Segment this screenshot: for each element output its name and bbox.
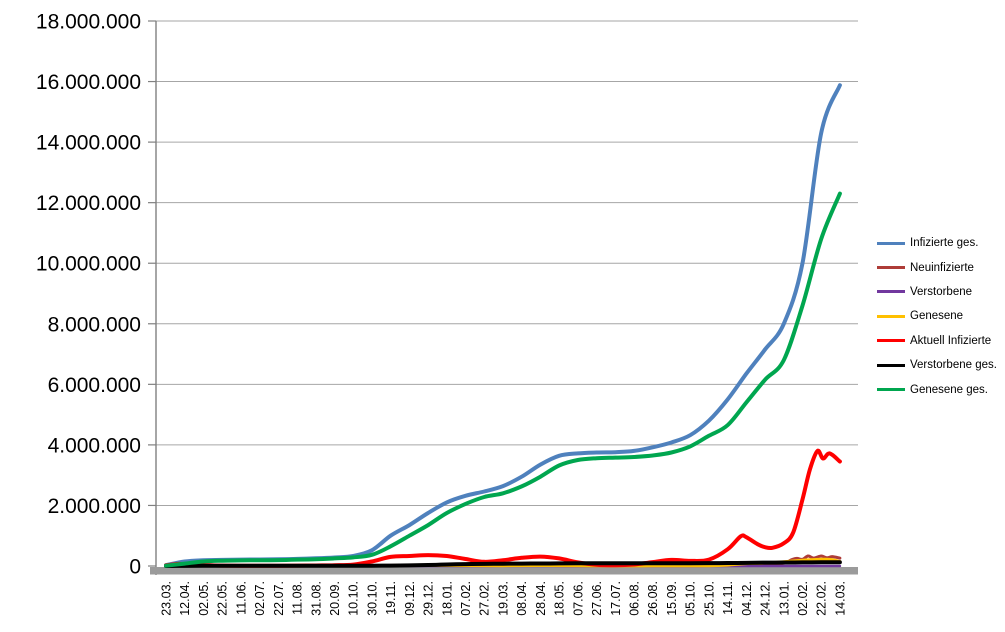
- y-axis-label: 14.000.000: [36, 132, 141, 155]
- x-axis-label: 04.12.: [740, 581, 754, 616]
- y-axis-label: 2.000.000: [48, 495, 141, 518]
- legend-item-genesene[interactable]: Genesene: [877, 304, 997, 328]
- x-axis-label: 23.03.: [160, 581, 174, 616]
- legend-swatch-genesene-ges: [877, 388, 905, 392]
- x-axis-label: 30.10.: [365, 581, 379, 616]
- legend-item-neuinfizierte[interactable]: Neuinfizierte: [877, 255, 997, 279]
- legend-item-verstorbene[interactable]: Verstorbene: [877, 280, 997, 304]
- x-axis-label: 11.08.: [291, 581, 305, 615]
- x-axis-label: 22.05.: [216, 581, 230, 616]
- x-axis-label: 22.07.: [272, 581, 286, 616]
- x-axis-baseline-bar: [150, 567, 858, 575]
- legend-label: Verstorbene: [910, 285, 973, 298]
- x-axis-label: 06.08.: [628, 581, 642, 616]
- x-axis-label: 07.02.: [459, 581, 473, 616]
- y-axis-label: 10.000.000: [36, 253, 141, 276]
- x-axis-label: 15.09.: [665, 581, 679, 616]
- series-line-verstorbene-ges: [164, 560, 842, 568]
- x-axis-label: 29.12.: [422, 581, 436, 616]
- series-line-aktuell-infizierte: [164, 448, 842, 568]
- x-axis-label: 25.10.: [702, 581, 716, 616]
- x-axis-label: 02.07.: [253, 581, 267, 616]
- legend-label: Genesene: [910, 310, 964, 323]
- x-axis-label: 07.06.: [571, 581, 585, 616]
- x-axis-label: 26.08.: [646, 581, 660, 616]
- x-axis-label: 28.04.: [534, 581, 548, 616]
- x-axis-label: 09.12.: [403, 581, 417, 616]
- legend-item-genesene-ges[interactable]: Genesene ges.: [877, 377, 997, 401]
- legend-swatch-infizierte-ges: [877, 241, 905, 245]
- y-axis-label: 8.000.000: [48, 313, 141, 336]
- x-axis-label: 27.02.: [478, 581, 492, 616]
- legend-label: Neuinfizierte: [910, 261, 974, 274]
- x-axis-label: 08.04.: [515, 581, 529, 616]
- x-axis-label: 11.06.: [234, 581, 248, 615]
- y-axis-label: 0: [129, 556, 141, 579]
- y-axis-label: 16.000.000: [36, 71, 141, 94]
- x-axis-label: 20.09.: [328, 581, 342, 616]
- x-axis-label: 17.07.: [609, 581, 623, 616]
- x-axis-label: 02.02.: [796, 581, 810, 616]
- legend-swatch-genesene: [877, 314, 905, 318]
- x-axis-label: 14.03.: [833, 581, 847, 616]
- legend-label: Verstorbene ges.: [910, 359, 997, 372]
- x-axis-label: 13.01.: [777, 581, 791, 616]
- legend-swatch-verstorbene-ges: [877, 363, 905, 367]
- legend-item-infizierte-ges[interactable]: Infizierte ges.: [877, 231, 997, 255]
- x-axis-label: 19.03.: [496, 581, 510, 616]
- series-line-genesene-ges: [164, 191, 842, 568]
- legend-item-verstorbene-ges[interactable]: Verstorbene ges.: [877, 353, 997, 377]
- x-axis-label: 18.05.: [553, 581, 567, 616]
- x-axis-label: 22.02.: [815, 581, 829, 616]
- legend-label: Infizierte ges.: [910, 237, 979, 250]
- x-axis-label: 10.10.: [347, 581, 361, 616]
- x-axis-label: 12.04.: [178, 581, 192, 616]
- y-axis-label: 4.000.000: [48, 434, 141, 457]
- x-axis-label: 02.05.: [197, 581, 211, 616]
- y-axis-label: 6.000.000: [48, 374, 141, 397]
- x-axis-label: 27.06.: [590, 581, 604, 616]
- legend-swatch-aktuell-infizierte: [877, 339, 905, 343]
- legend-label: Aktuell Infizierte: [910, 334, 992, 347]
- x-axis-label: 24.12.: [759, 581, 773, 616]
- x-axis-label: 14.11.: [721, 581, 735, 615]
- x-axis-label: 05.10.: [684, 581, 698, 616]
- legend-label: Genesene ges.: [910, 383, 989, 396]
- legend: Infizierte ges. Neuinfizierte Verstorben…: [877, 231, 997, 402]
- x-axis-label: 19.11.: [384, 581, 398, 615]
- legend-swatch-neuinfizierte: [877, 266, 905, 270]
- legend-item-aktuell-infizierte[interactable]: Aktuell Infizierte: [877, 329, 997, 353]
- legend-swatch-verstorbene: [877, 290, 905, 294]
- y-axis-label: 18.000.000: [36, 11, 141, 34]
- x-axis-label: 31.08.: [309, 581, 323, 616]
- y-axis-label: 12.000.000: [36, 192, 141, 215]
- x-axis-label: 18.01.: [440, 581, 454, 616]
